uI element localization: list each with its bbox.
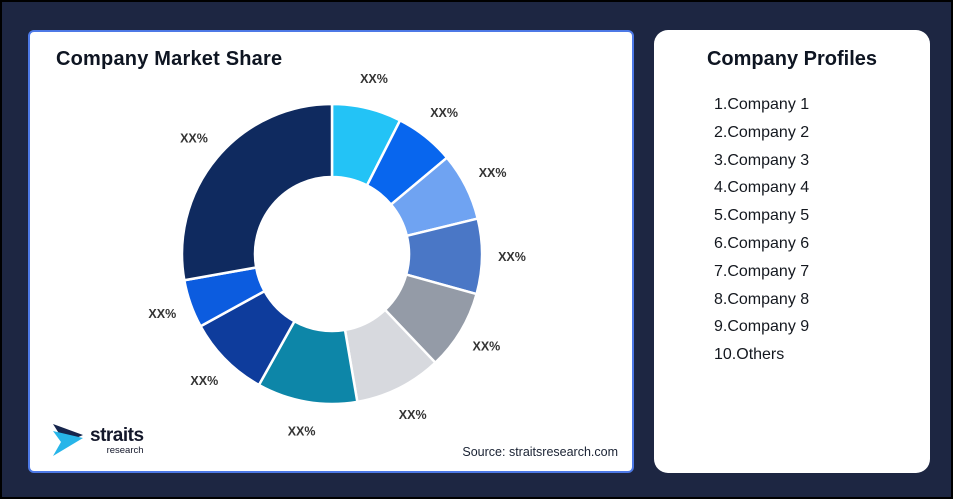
slice-label-1: XX% bbox=[360, 72, 388, 86]
list-item: 4.Company 4 bbox=[714, 179, 810, 197]
list-item: 6.Company 6 bbox=[714, 234, 810, 252]
straits-logo-text: straits research bbox=[90, 426, 144, 456]
slice-label-4: XX% bbox=[498, 250, 526, 264]
slice-label-6: XX% bbox=[399, 408, 427, 422]
slice-label-9: XX% bbox=[148, 307, 176, 321]
list-item: 10.Others bbox=[714, 346, 785, 364]
donut-chart: XX% XX% XX% XX% XX% XX% XX% XX% XX% XX% bbox=[148, 72, 526, 438]
slice-label-10: XX% bbox=[180, 131, 208, 145]
chart-title: Company Market Share bbox=[56, 48, 283, 70]
logo-name: straits bbox=[90, 425, 144, 447]
slice-label-2: XX% bbox=[430, 106, 458, 120]
source-text: Source: straitsresearch.com bbox=[462, 445, 618, 459]
donut-slice-10 bbox=[180, 102, 334, 282]
list-item: 9.Company 9 bbox=[714, 318, 810, 336]
slice-label-8: XX% bbox=[190, 374, 218, 388]
list-item: 3.Company 3 bbox=[714, 151, 810, 169]
list-item: 7.Company 7 bbox=[714, 262, 810, 280]
list-item: 1.Company 1 bbox=[714, 96, 810, 113]
logo-subtitle: research bbox=[106, 445, 144, 457]
slice-label-7: XX% bbox=[288, 424, 316, 438]
list-item: 8.Company 8 bbox=[714, 290, 810, 308]
list-item: 5.Company 5 bbox=[714, 207, 810, 225]
straits-logo-icon bbox=[53, 424, 83, 456]
company-profiles-list: 1.Company 1 2.Company 2 3.Company 3 4.Compa… bbox=[654, 91, 930, 369]
profiles-title: Company Profiles bbox=[706, 48, 878, 70]
slice-label-5: XX% bbox=[473, 340, 501, 354]
company-profiles-card: Company Profiles 1.Company 1 2.Company 2 3… bbox=[654, 30, 930, 473]
market-share-card: Company Market Share XX% XX% XX% XX% XX% XX% X… bbox=[28, 30, 634, 473]
slice-label-3: XX% bbox=[479, 166, 507, 180]
list-item: 2.Company 2 bbox=[714, 123, 810, 141]
straits-logo: straits research bbox=[52, 423, 144, 459]
